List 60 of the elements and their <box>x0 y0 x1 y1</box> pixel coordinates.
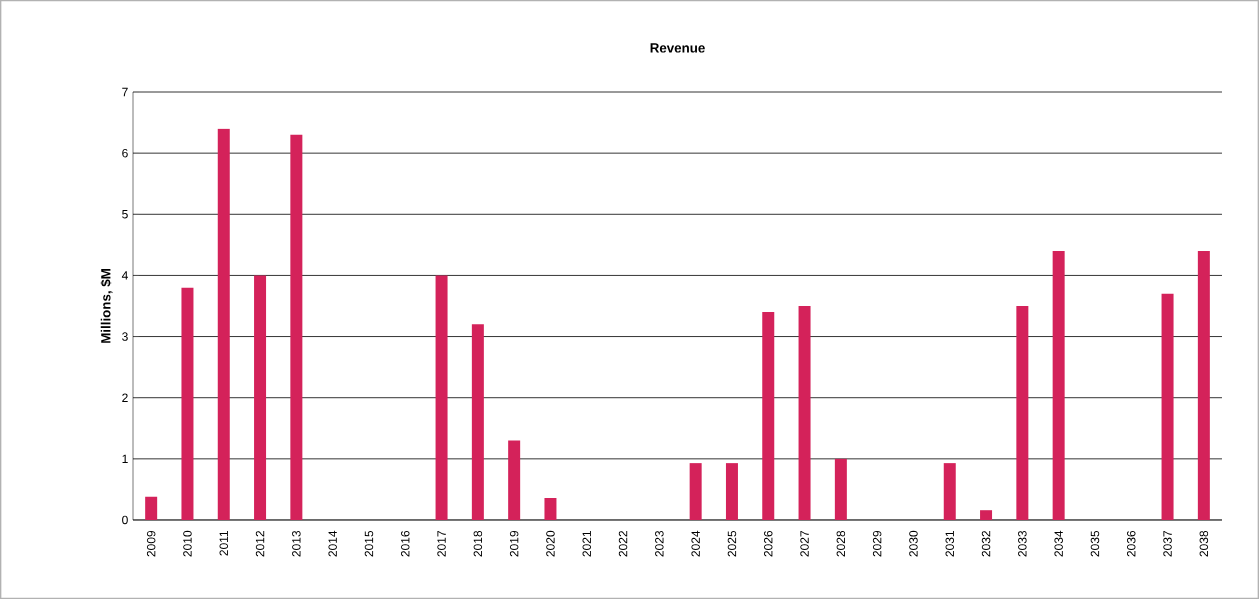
x-tick-label: 2026 <box>764 530 773 557</box>
bar <box>508 440 521 520</box>
y-tick-label: 7 <box>122 87 128 97</box>
x-tick-label: 2021 <box>582 530 592 557</box>
y-tick-label: 1 <box>122 454 128 463</box>
y-tick-label: 0 <box>122 515 128 525</box>
bar <box>1016 306 1029 520</box>
x-tick-label: 2034 <box>1054 530 1063 557</box>
bar <box>980 510 993 520</box>
x-tick-label: 2016 <box>401 530 410 557</box>
x-tick-label: 2011 <box>219 530 229 556</box>
x-tick-label: 2037 <box>1163 531 1172 557</box>
x-tick-label: 2022 <box>618 531 628 557</box>
x-tick-label: 2025 <box>727 530 737 557</box>
bar <box>290 134 303 520</box>
x-tick-label: 2010 <box>183 530 192 557</box>
x-tick-label: 2024 <box>691 530 700 557</box>
bar <box>435 275 448 520</box>
y-tick-label: 2 <box>122 393 128 402</box>
x-tick-label: 2012 <box>255 531 265 557</box>
bar <box>1052 250 1065 520</box>
bar <box>834 458 847 520</box>
x-tick-label: 2019 <box>509 530 519 557</box>
x-tick-label: 2018 <box>473 530 483 557</box>
y-tick-label: 4 <box>121 271 128 280</box>
x-tick-label: 2014 <box>328 530 337 557</box>
x-tick-label: 2013 <box>292 530 301 557</box>
y-tick-label: 6 <box>122 148 128 158</box>
bar <box>689 463 702 520</box>
x-tick-label: 2036 <box>1127 530 1136 557</box>
x-tick-label: 2031 <box>945 530 955 557</box>
x-tick-label: 2038 <box>1199 530 1209 557</box>
bar <box>181 287 194 520</box>
bar <box>1197 250 1210 520</box>
x-tick-label: 2033 <box>1018 530 1027 557</box>
y-tick-label: 3 <box>122 332 128 341</box>
x-tick-label: 2027 <box>800 531 809 557</box>
y-axis-title: Millions, $M <box>100 269 113 343</box>
x-tick-label: 2030 <box>909 530 918 557</box>
x-tick-label: 2009 <box>146 530 156 557</box>
bar <box>762 312 775 520</box>
bar <box>217 128 230 520</box>
bar <box>725 463 738 520</box>
x-tick-label: 2023 <box>655 530 664 557</box>
bar <box>471 324 484 520</box>
y-tick-label: 5 <box>122 210 128 219</box>
x-tick-label: 2029 <box>872 530 882 557</box>
bar <box>254 275 267 520</box>
bar <box>798 306 811 520</box>
x-tick-label: 2032 <box>981 531 991 557</box>
x-tick-label: 2035 <box>1090 530 1100 557</box>
bar <box>1161 293 1174 520</box>
x-tick-label: 2015 <box>364 530 374 557</box>
x-tick-label: 2020 <box>546 530 555 557</box>
x-tick-label: 2028 <box>836 530 846 557</box>
bar <box>544 497 557 520</box>
bar <box>943 463 956 520</box>
chart-title: Revenue <box>650 43 705 53</box>
x-tick-label: 2017 <box>437 531 446 557</box>
bar <box>145 496 158 520</box>
